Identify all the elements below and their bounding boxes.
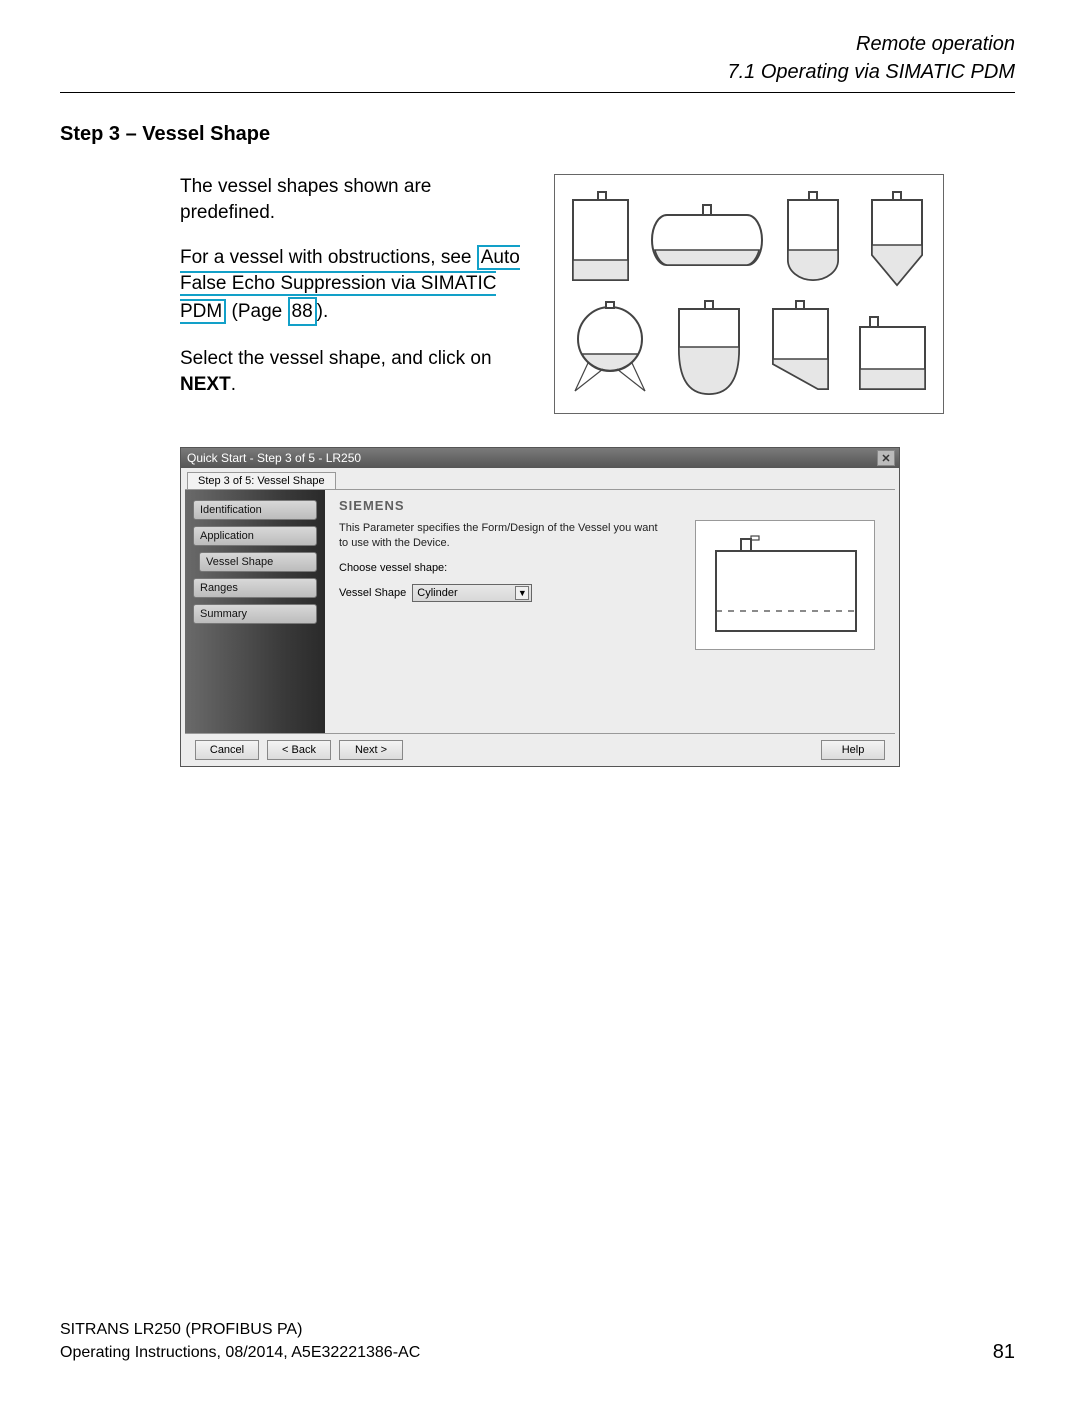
sidebar-item-vessel-shape[interactable]: Vessel Shape <box>199 552 317 572</box>
close-button[interactable]: ✕ <box>877 450 895 466</box>
shape-flat-rect-icon <box>850 299 935 399</box>
footer-docinfo: Operating Instructions, 08/2014, A5E3222… <box>60 1342 420 1364</box>
intro-p3: Select the vessel shape, and click on NE… <box>180 346 530 397</box>
header-rule <box>60 92 1015 93</box>
wizard-sidebar: Identification Application Vessel Shape … <box>185 490 325 733</box>
vessel-shape-combo[interactable]: Cylinder ▼ <box>412 584 532 602</box>
sidebar-item-application[interactable]: Application <box>193 526 317 546</box>
quick-start-dialog: Quick Start - Step 3 of 5 - LR250 ✕ Step… <box>180 447 900 767</box>
shape-cone-bottom-icon <box>860 190 935 290</box>
shape-dome-bottom-icon <box>776 190 851 290</box>
step-title: Step 3 – Vessel Shape <box>60 123 1015 146</box>
shape-flat-cylinder-icon <box>563 190 638 290</box>
sidebar-item-ranges[interactable]: Ranges <box>193 578 317 598</box>
shape-horizontal-tank-icon <box>647 200 767 280</box>
vessel-shapes-figure <box>554 174 944 414</box>
section-title: 7.1 Operating via SIMATIC PDM <box>60 58 1015 86</box>
sidebar-item-identification[interactable]: Identification <box>193 500 317 520</box>
intro-text: The vessel shapes shown are predefined. … <box>180 174 530 417</box>
vessel-shape-label: Vessel Shape <box>339 587 406 599</box>
footer-product: SITRANS LR250 (PROFIBUS PA) <box>60 1319 420 1341</box>
dialog-button-bar: Cancel < Back Next > Help <box>185 733 895 766</box>
page-footer: SITRANS LR250 (PROFIBUS PA) Operating In… <box>60 1319 1015 1364</box>
vessel-preview <box>695 520 875 650</box>
cancel-button[interactable]: Cancel <box>195 740 259 760</box>
shape-sphere-icon <box>563 299 658 399</box>
dialog-title: Quick Start - Step 3 of 5 - LR250 <box>187 451 361 465</box>
page-ref[interactable]: 88 <box>288 297 317 327</box>
dialog-titlebar: Quick Start - Step 3 of 5 - LR250 ✕ <box>181 448 899 468</box>
chapter-title: Remote operation <box>60 30 1015 58</box>
dialog-main: SIEMENS This Parameter specifies the For… <box>325 490 895 733</box>
page-number: 81 <box>993 1341 1015 1364</box>
dialog-description: This Parameter specifies the Form/Design… <box>339 521 659 550</box>
next-button[interactable]: Next > <box>339 740 403 760</box>
shape-parabolic-icon <box>667 299 752 399</box>
chevron-down-icon: ▼ <box>515 586 529 600</box>
back-button[interactable]: < Back <box>267 740 331 760</box>
sidebar-item-summary[interactable]: Summary <box>193 604 317 624</box>
tab-step3[interactable]: Step 3 of 5: Vessel Shape <box>187 472 336 489</box>
brand-label: SIEMENS <box>339 498 881 513</box>
intro-p2: For a vessel with obstructions, see Auto… <box>180 245 530 326</box>
help-button[interactable]: Help <box>821 740 885 760</box>
close-icon: ✕ <box>881 452 890 465</box>
combo-value: Cylinder <box>417 587 457 599</box>
intro-p1: The vessel shapes shown are predefined. <box>180 174 530 225</box>
shape-angled-icon <box>761 299 841 399</box>
